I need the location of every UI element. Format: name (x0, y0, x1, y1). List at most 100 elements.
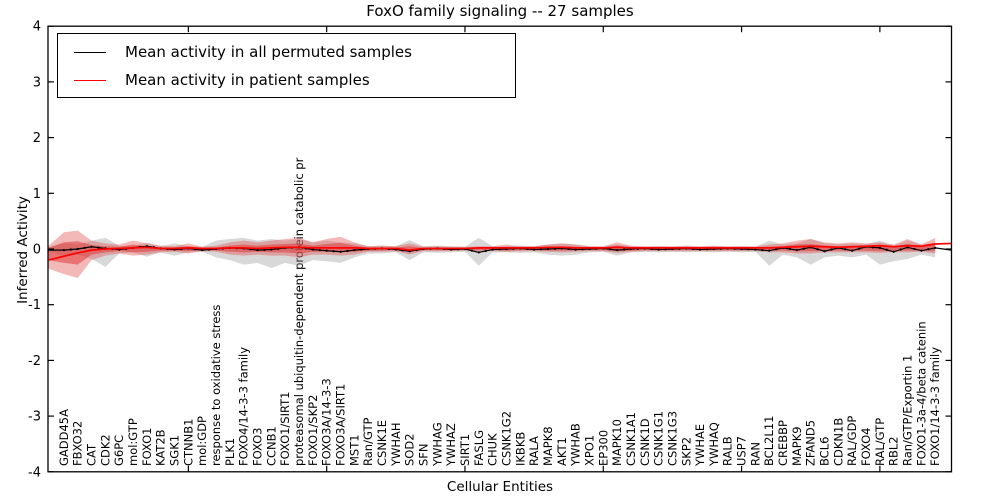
y-tick-label: -4 (28, 465, 41, 480)
marker-dot-icon (615, 248, 619, 252)
x-tick-label: ZFAND5 (804, 420, 818, 466)
marker-dot-icon (768, 249, 771, 252)
y-tick-label: -1 (28, 298, 41, 313)
marker-dot-icon (256, 248, 259, 252)
x-tick-label: RBL2 (887, 436, 901, 466)
x-tick-label: SKP2 (679, 437, 693, 466)
marker-dot-icon (318, 248, 321, 252)
x-tick-label: AKT1 (555, 437, 569, 466)
marker-dot-icon (892, 250, 895, 253)
x-tick-label: mol:GDP (195, 416, 209, 466)
marker-dot-icon (263, 248, 266, 251)
marker-dot-icon (906, 246, 909, 249)
marker-dot-icon (339, 250, 342, 253)
marker-dot-icon (754, 248, 757, 251)
y-tick-label: 1 (33, 187, 41, 202)
x-tick-label: GADD45A (57, 409, 71, 466)
x-tick-label: RAL/GTP (873, 418, 887, 466)
marker-dot-icon (491, 248, 494, 251)
marker-dot-icon (609, 248, 612, 251)
x-tick-label: SGK1 (168, 435, 182, 466)
legend-line-patient-icon (74, 79, 106, 81)
marker-dot-icon (774, 248, 778, 251)
x-tick-label: MAPK10 (610, 419, 624, 466)
x-tick-label: XPO1 (582, 435, 596, 466)
x-tick-label: FOXO1-3a-4/beta catenin (914, 321, 928, 466)
patient-sample-range-inner-band (48, 241, 936, 265)
marker-dot-icon (546, 247, 550, 251)
x-tick-label: FOXO4 (859, 428, 873, 466)
x-tick-label: response to oxidative stress (209, 305, 223, 466)
legend-item-permuted: Mean activity in all permuted samples (74, 38, 515, 66)
marker-dot-icon (90, 245, 93, 248)
x-axis-label: Cellular Entities (446, 479, 554, 495)
patient-sample-range-outer-band (48, 230, 936, 278)
marker-dot-icon (539, 248, 543, 251)
marker-dot-icon (927, 248, 930, 251)
x-tick-label: SIRT1 (458, 434, 472, 466)
y-tick-label: -2 (28, 354, 41, 369)
x-tick-label: SOD2 (403, 433, 417, 466)
x-tick-label: SFN (416, 443, 430, 466)
x-tick-label: CDK2 (98, 434, 112, 466)
marker-dot-icon (76, 247, 79, 251)
marker-dot-icon (788, 247, 792, 251)
x-tick-label: Ran/GTP/Exportin 1 (901, 355, 915, 466)
x-tick-label: CSNK1G3 (665, 411, 679, 466)
marker-dot-icon (311, 248, 314, 251)
x-tick-label: PLK1 (223, 438, 237, 466)
x-tick-label: IKBKB (513, 432, 527, 466)
x-tick-label: MAPK8 (541, 426, 555, 466)
x-tick-label: CTNNB1 (181, 419, 195, 466)
x-tick-label: RALB (721, 436, 735, 466)
marker-dot-icon (532, 248, 536, 251)
x-tick-label: YWHAZ (444, 423, 458, 467)
legend-label-permuted: Mean activity in all permuted samples (125, 43, 412, 61)
x-tick-label: YWHAQ (707, 422, 721, 467)
marker-dot-icon (795, 248, 799, 252)
x-tick-label: CHUK (486, 433, 500, 466)
marker-dot-icon (477, 251, 480, 254)
x-tick-label: MAPK9 (790, 426, 804, 466)
marker-dot-icon (851, 249, 854, 252)
marker-dot-icon (802, 247, 805, 250)
marker-dot-icon (201, 248, 204, 252)
marker-dot-icon (62, 248, 66, 252)
x-tick-label: EP300 (596, 430, 610, 466)
x-tick-label: CREBBP (776, 420, 790, 466)
x-tick-label: FOXO1/SKP2 (306, 395, 320, 466)
x-tick-label: FOXO3A/14-3-3 (320, 378, 334, 466)
x-tick-label: RAL/GDP (845, 416, 859, 466)
chart-title: FoxO family signaling -- 27 samples (366, 2, 634, 20)
x-tick-label: CSNK1D (638, 418, 652, 466)
marker-dot-icon (69, 248, 72, 251)
marker-dot-icon (698, 248, 702, 251)
x-tick-label: CDKN1B (831, 418, 845, 466)
x-tick-label: G6PC (112, 435, 126, 466)
marker-dot-icon (353, 248, 356, 252)
x-tick-label: CSNK1A1 (624, 412, 638, 466)
x-tick-label: YWHAG (430, 422, 444, 467)
x-tick-label: BCL2L11 (762, 416, 776, 466)
marker-dot-icon (844, 248, 847, 251)
marker-dot-icon (920, 249, 923, 252)
x-tick-label: CAT (85, 443, 99, 466)
marker-dot-icon (857, 247, 861, 250)
marker-dot-icon (332, 250, 335, 253)
marker-dot-icon (816, 248, 819, 251)
x-tick-label: FOXO1/14-3-3 family (928, 347, 942, 466)
marker-dot-icon (761, 248, 764, 252)
marker-dot-icon (622, 248, 626, 251)
x-tick-label: USP7 (735, 436, 749, 466)
legend: Mean activity in all permuted samples Me… (57, 33, 516, 98)
x-tick-label: FOXO1/SIRT1 (278, 391, 292, 466)
marker-dot-icon (270, 248, 273, 251)
y-tick-label: 4 (33, 20, 41, 35)
x-tick-label: RAN (748, 442, 762, 466)
x-tick-label: FBXO32 (71, 421, 85, 466)
x-tick-label: CSNK1G1 (652, 411, 666, 466)
x-tick-label: mol:GTP (126, 418, 140, 466)
x-tick-label: CCNB1 (264, 426, 278, 466)
